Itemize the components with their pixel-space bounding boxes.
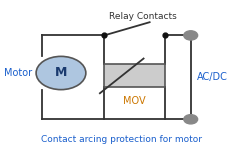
Circle shape xyxy=(184,31,198,40)
Circle shape xyxy=(184,115,198,124)
Text: AC/DC: AC/DC xyxy=(197,72,228,82)
Bar xyxy=(104,64,165,87)
Text: Motor: Motor xyxy=(4,68,32,78)
Text: M: M xyxy=(55,66,67,80)
Text: Contact arcing protection for motor: Contact arcing protection for motor xyxy=(41,135,202,144)
Text: MOV: MOV xyxy=(123,96,146,106)
Text: Relay Contacts: Relay Contacts xyxy=(109,12,177,21)
Circle shape xyxy=(36,56,86,90)
